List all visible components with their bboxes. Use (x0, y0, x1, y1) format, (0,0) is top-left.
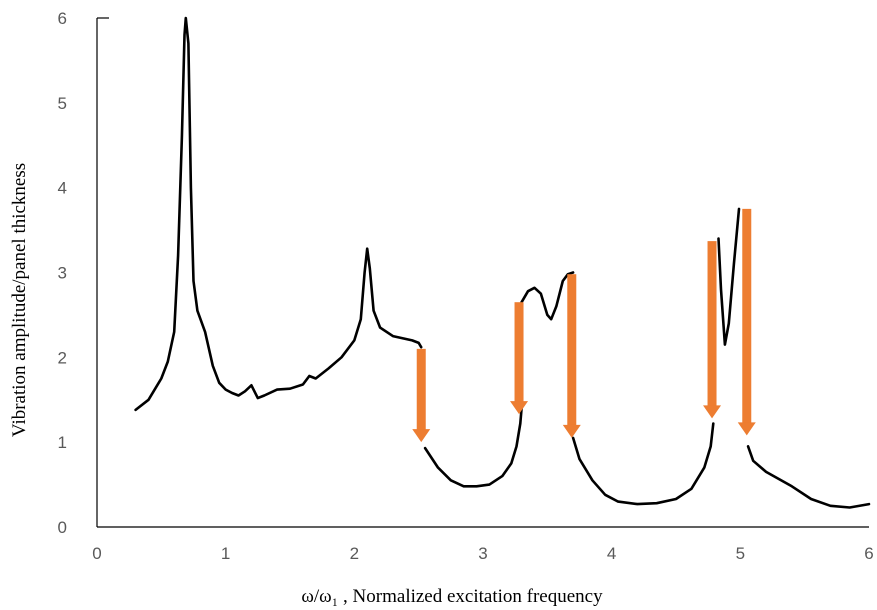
curve-layer (134, 16, 871, 509)
jump-arrow-shaft (416, 348, 426, 431)
x-tick-label: 0 (92, 544, 101, 563)
x-tick-labels: 0 1 2 3 4 5 6 (92, 544, 873, 563)
x-tick-label: 1 (221, 544, 230, 563)
arrow-layer (412, 208, 756, 443)
x-axis-label: ω/ω₁ , Normalized excitation frequency (301, 586, 603, 607)
jump-arrow-head (703, 405, 722, 419)
x-tick-label: 5 (736, 544, 745, 563)
jump-arrow-head (562, 424, 581, 438)
response-curve-segment-4 (571, 422, 715, 506)
y-tick-label: 3 (58, 264, 67, 283)
x-tick-label: 3 (478, 544, 487, 563)
jump-arrow-head (412, 429, 431, 443)
y-tick-label: 4 (58, 179, 67, 198)
jump-arrow-shaft (567, 274, 577, 426)
jump-arrow-3 (562, 274, 581, 438)
jump-arrow-head (510, 401, 529, 415)
response-curve-segment-1 (134, 16, 423, 412)
x-tick-label: 4 (607, 544, 616, 563)
y-tick-labels: 0 1 2 3 4 5 6 (58, 9, 67, 537)
jump-arrow-shaft (514, 302, 524, 403)
y-tick-label: 0 (58, 518, 67, 537)
y-tick-label: 5 (58, 94, 67, 113)
jump-arrow-4 (703, 241, 722, 419)
y-axis-label: Vibration amplitude/panel thickness (9, 163, 30, 437)
jump-arrow-2 (510, 302, 529, 415)
jump-arrow-5 (737, 208, 756, 436)
jump-arrow-1 (412, 348, 431, 443)
jump-arrow-shaft (742, 208, 752, 424)
x-tick-label: 6 (864, 544, 873, 563)
y-tick-label: 6 (58, 9, 67, 28)
response-curve-segment-2 (423, 406, 523, 488)
x-tick-label: 2 (350, 544, 359, 563)
jump-arrow-head (737, 422, 756, 436)
y-tick-label: 2 (58, 348, 67, 367)
jump-arrow-shaft (707, 241, 717, 407)
response-curve-segment-3 (520, 271, 575, 321)
response-curve-segment-5 (717, 207, 741, 346)
y-tick-label: 1 (58, 433, 67, 452)
response-curve-segment-6 (746, 445, 871, 509)
